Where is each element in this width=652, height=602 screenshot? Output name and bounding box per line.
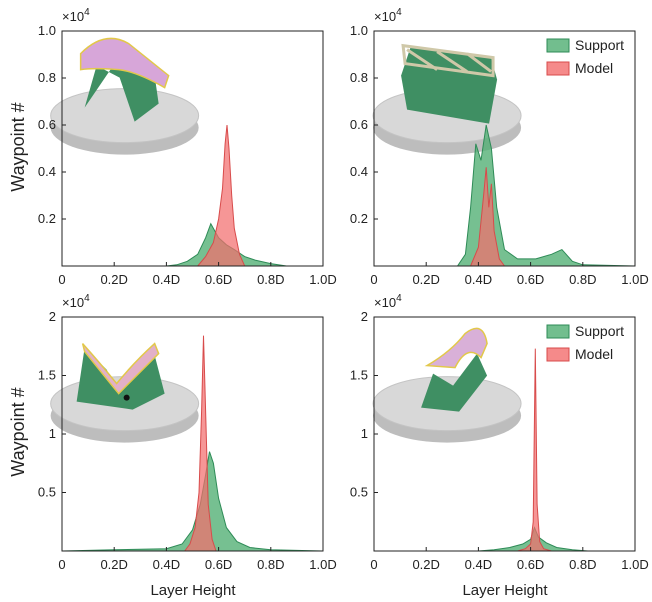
x-tick-label: 0.8D (257, 272, 284, 287)
legend-swatch-model (546, 61, 570, 76)
x-tick-label: 0.2D (100, 272, 127, 287)
x-tick-label: 0 (58, 272, 65, 287)
y-tick-label: 2 (49, 309, 56, 324)
y-tick-label: 0.6 (38, 117, 56, 132)
series-area-model (196, 124, 246, 267)
nozzle-dot (123, 394, 130, 401)
legend-label-support: Support (575, 323, 624, 339)
x-tick-label: 0.2D (100, 557, 127, 572)
y-tick-label: 1 (49, 426, 56, 441)
legend-label-support: Support (575, 37, 624, 53)
printed-model (79, 37, 170, 89)
printed-model (401, 43, 495, 78)
support-structure (421, 353, 488, 412)
axis-multiplier-exponent: 4 (84, 7, 90, 18)
y-tick-label: 0.6 (350, 117, 368, 132)
x-tick-label: 0 (58, 557, 65, 572)
x-tick-label: 1.0D (621, 557, 648, 572)
x-tick-label: 0.8D (569, 557, 596, 572)
panels: 0 0.2D 0.4D 0.6D 0.8D 1.0D 0.2 0.4 0.6 0.8 1.0 ×104… (38, 7, 649, 572)
y-tick-label: 0.4 (38, 164, 56, 179)
axis-multiplier: ×104 (374, 7, 402, 24)
series-area-support (61, 451, 324, 552)
chart-panel-bottom-right: 0 0.2D 0.4D 0.6D 0.8D 1.0D 0.5 1 1.5 2 ×104 Support… (350, 293, 649, 572)
series-area-model (469, 167, 506, 267)
y-tick-label: 0.8 (350, 70, 368, 85)
legend-swatch-support (546, 324, 570, 339)
x-tick-label: 0 (370, 557, 377, 572)
legend-swatch-support (546, 38, 570, 53)
x-tick-label: 0.4D (153, 557, 180, 572)
x-tick-label: 0.6D (517, 557, 544, 572)
axis-multiplier: ×104 (62, 7, 90, 24)
y-tick-label: 0.8 (38, 70, 56, 85)
series-area-model (183, 335, 217, 552)
chart-panel-top-left: 0 0.2D 0.4D 0.6D 0.8D 1.0D 0.2 0.4 0.6 0.8 1.0 ×104 (38, 7, 337, 287)
x-tick-label: 1.0D (621, 272, 648, 287)
inset-model-illustration (372, 43, 522, 155)
axis-multiplier: ×104 (374, 293, 402, 310)
y-axis-label-top: Waypoint # (8, 102, 28, 191)
chart-panel-bottom-left: 0 0.2D 0.4D 0.6D 0.8D 1.0D 0.5 1 1.5 2 ×104 (38, 293, 337, 572)
x-tick-label: 1.0D (309, 272, 336, 287)
x-axis-label-right: Layer Height (462, 582, 548, 599)
axis-multiplier-exponent: 4 (396, 293, 402, 304)
legend-label-model: Model (575, 60, 613, 76)
series-area-support (456, 124, 636, 267)
x-tick-label: 0.2D (412, 557, 439, 572)
y-tick-label: 0.4 (350, 164, 368, 179)
x-tick-label: 0.6D (205, 272, 232, 287)
chart-panel-top-right: 0 0.2D 0.4D 0.6D 0.8D 1.0D 0.2 0.4 0.6 0.8 1.0 ×104… (350, 7, 649, 287)
y-tick-label: 0.2 (38, 211, 56, 226)
y-tick-label: 1 (361, 426, 368, 441)
x-tick-label: 0.4D (465, 557, 492, 572)
x-tick-label: 0.8D (569, 272, 596, 287)
x-tick-label: 0.4D (465, 272, 492, 287)
x-tick-label: 0.2D (412, 272, 439, 287)
y-tick-label: 0.5 (38, 485, 56, 500)
printed-model (81, 342, 160, 395)
y-tick-label: 0.2 (350, 211, 368, 226)
inset-model-illustration (372, 327, 522, 443)
y-tick-label: 2 (361, 309, 368, 324)
x-tick-label: 0 (370, 272, 377, 287)
x-tick-label: 0.6D (205, 557, 232, 572)
y-axis-label-bottom: Waypoint # (8, 387, 28, 476)
x-tick-label: 0.4D (153, 272, 180, 287)
x-tick-label: 0.6D (517, 272, 544, 287)
legend-label-model: Model (575, 346, 613, 362)
y-tick-label: 1.0 (350, 23, 368, 38)
inset-model-illustration (50, 342, 200, 443)
y-tick-label: 1.5 (350, 368, 368, 383)
platform-top (50, 88, 200, 144)
plot-frame (61, 30, 324, 267)
x-axis-label-left: Layer Height (150, 582, 236, 599)
legend-swatch-model (546, 347, 570, 362)
y-tick-label: 1.0 (38, 23, 56, 38)
axis-multiplier-exponent: 4 (396, 7, 402, 18)
printed-model (424, 327, 488, 369)
axis-multiplier: ×104 (62, 293, 90, 310)
x-tick-label: 0.8D (257, 557, 284, 572)
series-area-model (517, 348, 552, 552)
y-tick-label: 1.5 (38, 368, 56, 383)
y-tick-label: 0.5 (350, 485, 368, 500)
plot-frame (373, 30, 636, 267)
axis-multiplier-exponent: 4 (84, 293, 90, 304)
x-tick-label: 1.0D (309, 557, 336, 572)
inset-model-illustration (50, 37, 200, 155)
